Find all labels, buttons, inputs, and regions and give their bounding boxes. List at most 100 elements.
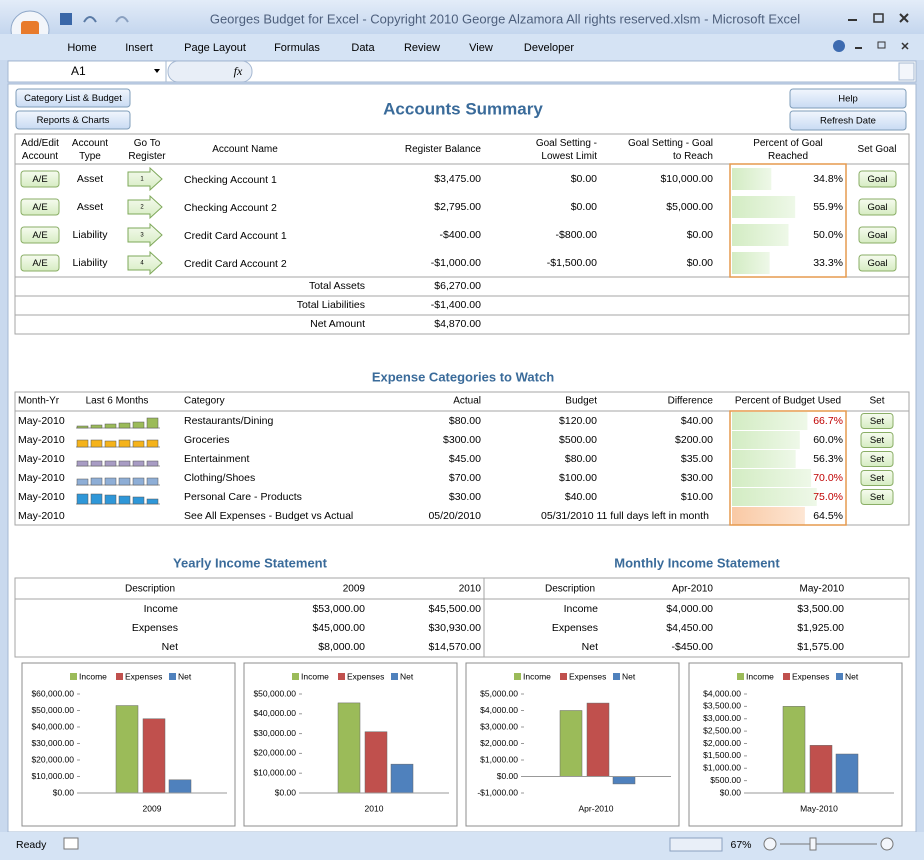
set-budget-button[interactable] bbox=[860, 432, 894, 448]
legend-label: Income bbox=[301, 671, 329, 681]
ribbon-tab[interactable]: Developer bbox=[524, 42, 574, 54]
help-button[interactable] bbox=[789, 88, 907, 109]
edit-account-button[interactable] bbox=[20, 226, 60, 244]
goal-percent: 55.9% bbox=[813, 201, 843, 213]
month-year: May-2010 bbox=[18, 453, 65, 465]
spark-bar bbox=[118, 495, 131, 505]
statement-cell: Income bbox=[144, 603, 179, 615]
y-tick-label: $1,500.00 bbox=[703, 750, 741, 760]
spark-bar bbox=[76, 493, 89, 505]
expense-category: Clothing/Shoes bbox=[184, 472, 255, 484]
ribbon-tab[interactable]: Review bbox=[404, 42, 440, 54]
statement-cell: $3,500.00 bbox=[797, 603, 844, 615]
month-year: May-2010 bbox=[18, 434, 65, 446]
spark-bar bbox=[104, 477, 117, 486]
name-box-dropdown[interactable] bbox=[154, 69, 160, 73]
ribbon-tab[interactable]: Page Layout bbox=[184, 42, 246, 54]
view-buttons[interactable] bbox=[669, 837, 723, 852]
legend-label: Expenses bbox=[792, 671, 829, 681]
header-cell: Category bbox=[184, 396, 225, 407]
workbook-minimize[interactable] bbox=[855, 47, 862, 49]
y-tick-label: $10,000.00 bbox=[253, 767, 296, 777]
y-tick-label: $0.00 bbox=[275, 787, 297, 797]
ribbon-tab[interactable]: View bbox=[469, 42, 493, 54]
header-cell: Goal Setting - Goal to Reach bbox=[627, 137, 713, 162]
minimize-button[interactable] bbox=[848, 19, 857, 21]
macro-record-icon[interactable] bbox=[63, 837, 79, 850]
set-goal-button[interactable] bbox=[858, 226, 897, 244]
spark-bar bbox=[104, 423, 117, 429]
x-tick-label: 2010 bbox=[365, 803, 384, 813]
zoom-out[interactable] bbox=[763, 837, 777, 851]
redo-icon[interactable] bbox=[115, 16, 129, 23]
budget-percent: 56.3% bbox=[813, 453, 843, 465]
budget-amount: $100.00 bbox=[559, 472, 597, 484]
legend-label: Net bbox=[400, 671, 414, 681]
legend-label: Expenses bbox=[125, 671, 162, 681]
statement-cell: $1,925.00 bbox=[797, 622, 844, 634]
ribbon-tab[interactable]: Formulas bbox=[274, 42, 320, 54]
name-box[interactable] bbox=[7, 60, 167, 83]
goal-highlight bbox=[729, 163, 847, 278]
zoom-thumb[interactable] bbox=[809, 837, 817, 851]
difference-amount: $30.00 bbox=[681, 472, 713, 484]
zoom-in[interactable] bbox=[880, 837, 894, 851]
register-balance: $3,475.00 bbox=[434, 173, 481, 185]
goal-percent: 34.8% bbox=[813, 173, 843, 185]
register-arrow[interactable] bbox=[127, 166, 163, 192]
category-list-button[interactable] bbox=[15, 88, 131, 108]
ribbon-tab[interactable]: Insert bbox=[125, 42, 153, 54]
bar bbox=[612, 776, 636, 785]
goal-to-reach: $5,000.00 bbox=[666, 201, 713, 213]
set-goal-button[interactable] bbox=[858, 198, 897, 216]
register-number: 2 bbox=[140, 205, 144, 211]
ribbon-tab[interactable]: Home bbox=[67, 42, 96, 54]
register-arrow[interactable] bbox=[127, 194, 163, 220]
maximize-button[interactable] bbox=[873, 13, 884, 23]
y-tick-label: $40,000.00 bbox=[253, 708, 296, 718]
set-budget-button-label: Set bbox=[870, 416, 885, 427]
set-goal-button[interactable] bbox=[858, 254, 897, 272]
y-tick-label: $3,000.00 bbox=[480, 721, 518, 731]
refresh-button[interactable] bbox=[789, 110, 907, 131]
ribbon-tab[interactable]: Data bbox=[351, 42, 375, 54]
undo-icon[interactable] bbox=[83, 16, 97, 23]
actual-amount: 05/20/2010 bbox=[428, 510, 481, 522]
set-budget-button[interactable] bbox=[860, 489, 894, 505]
edit-account-button[interactable] bbox=[20, 254, 60, 272]
category-list-button-label: Category List & Budget bbox=[24, 93, 122, 104]
cell-reference: A1 bbox=[71, 64, 86, 78]
accounts-table bbox=[14, 133, 910, 335]
set-budget-button[interactable] bbox=[860, 451, 894, 467]
reports-button[interactable] bbox=[15, 110, 131, 130]
spark-bar bbox=[76, 439, 89, 448]
close-button[interactable] bbox=[899, 13, 909, 23]
statement-cell: Net bbox=[162, 641, 178, 653]
statement-cell: $30,930.00 bbox=[428, 622, 481, 634]
budget-percent: 75.0% bbox=[813, 491, 843, 503]
actual-amount: $80.00 bbox=[449, 415, 481, 427]
spark-bar bbox=[90, 424, 103, 429]
expand-formula-bar[interactable] bbox=[898, 62, 915, 81]
legend-swatch bbox=[783, 673, 790, 680]
account-type: Liability bbox=[72, 229, 108, 241]
set-goal-button-label: Goal bbox=[867, 258, 887, 269]
legend-swatch bbox=[116, 673, 123, 680]
edit-account-button[interactable] bbox=[20, 198, 60, 216]
workbook-restore[interactable] bbox=[877, 41, 886, 49]
workbook-close[interactable] bbox=[901, 42, 909, 50]
register-arrow[interactable] bbox=[127, 222, 163, 248]
register-arrow[interactable] bbox=[127, 250, 163, 276]
ribbon bbox=[0, 34, 924, 60]
spark-bar bbox=[132, 421, 145, 429]
edit-account-button[interactable] bbox=[20, 170, 60, 188]
save-icon[interactable] bbox=[60, 13, 72, 25]
y-tick-label: $3,500.00 bbox=[703, 701, 741, 711]
set-goal-button[interactable] bbox=[858, 170, 897, 188]
set-budget-button[interactable] bbox=[860, 413, 894, 429]
header-cell: Percent of Budget Used bbox=[735, 396, 841, 407]
header-cell: Budget bbox=[565, 396, 597, 407]
set-budget-button[interactable] bbox=[860, 470, 894, 486]
section-title: Accounts Summary bbox=[383, 99, 543, 118]
help-icon[interactable] bbox=[833, 40, 845, 52]
